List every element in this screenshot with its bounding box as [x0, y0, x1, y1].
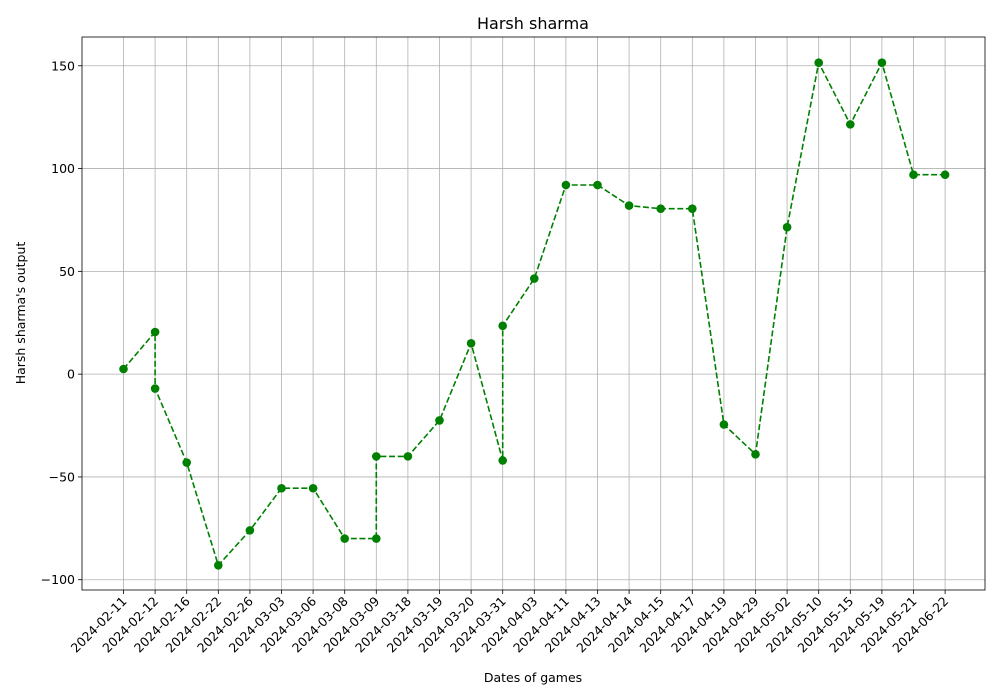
data-point — [466, 339, 476, 348]
data-point — [751, 450, 760, 459]
data-point — [814, 58, 823, 67]
y-tick-label: −50 — [49, 469, 75, 484]
data-point — [498, 456, 508, 465]
data-point — [372, 452, 381, 461]
series-layer — [119, 58, 950, 570]
data-point — [498, 321, 508, 331]
data-point — [877, 58, 887, 67]
data-point — [119, 364, 128, 374]
data-point — [530, 274, 539, 283]
data-point — [846, 120, 855, 129]
series-line — [122, 60, 946, 567]
chart-title: Harsh sharma — [477, 14, 589, 33]
data-point — [308, 483, 318, 493]
data-point — [940, 170, 950, 180]
data-point — [403, 452, 413, 461]
y-axis: −100 −50 0 50 100 150 — [41, 58, 82, 587]
y-axis-label: Harsh sharma's output — [13, 242, 28, 385]
data-point — [561, 180, 571, 190]
data-point — [150, 327, 160, 337]
y-tick-label: 0 — [67, 367, 75, 382]
data-point — [593, 180, 602, 190]
data-point — [214, 561, 223, 570]
x-axis: 2024-02-112024-02-122024-02-162024-02-22… — [68, 590, 951, 655]
data-point — [688, 204, 697, 213]
y-tick-label: 100 — [51, 161, 75, 176]
data-point — [435, 416, 444, 425]
y-tick-label: 50 — [59, 264, 75, 279]
data-point — [719, 420, 729, 429]
data-point — [656, 204, 665, 213]
data-point — [372, 534, 381, 543]
x-axis-label: Dates of games — [484, 670, 582, 685]
data-point — [340, 534, 350, 543]
data-point — [182, 458, 191, 467]
data-point — [909, 170, 918, 180]
data-point — [150, 384, 160, 393]
data-point — [782, 222, 792, 232]
y-tick-label: 150 — [51, 58, 75, 73]
grid — [82, 37, 985, 590]
data-point — [245, 526, 255, 535]
data-point — [624, 201, 634, 210]
plot-frame — [81, 36, 986, 591]
data-point — [277, 483, 286, 493]
y-tick-label: −100 — [41, 572, 75, 587]
